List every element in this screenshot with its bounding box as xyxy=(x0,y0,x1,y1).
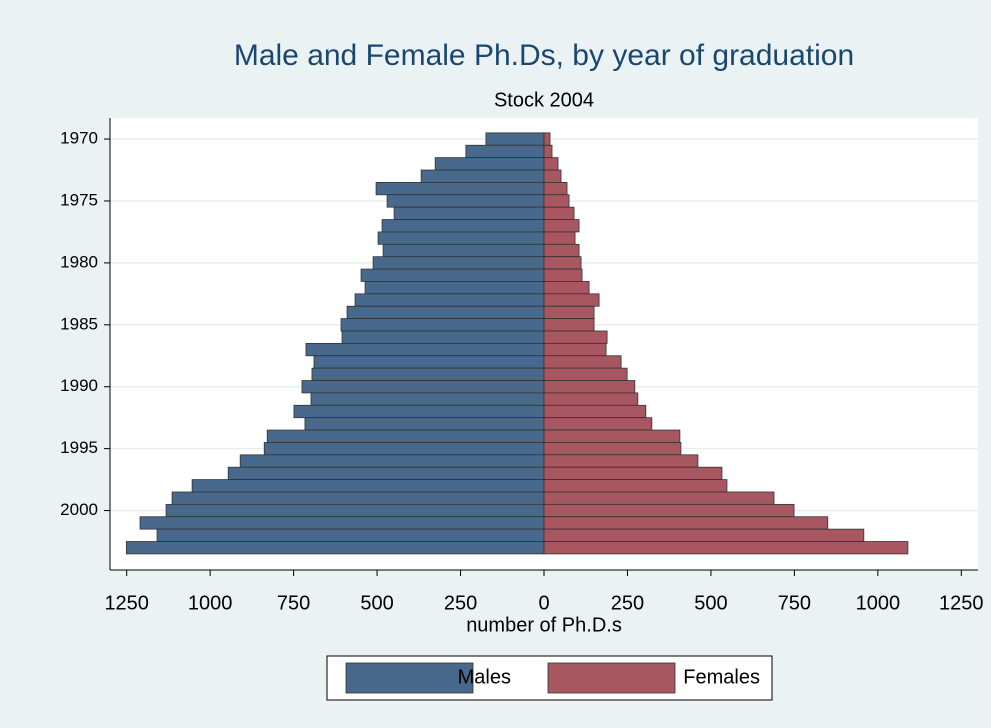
bar xyxy=(543,380,636,394)
bar xyxy=(386,194,545,208)
bar xyxy=(310,392,545,406)
x-tick-label: 250 xyxy=(611,592,644,614)
x-tick-label: 750 xyxy=(277,592,310,614)
bar xyxy=(543,194,570,208)
bar xyxy=(543,305,595,320)
bar xyxy=(340,318,545,332)
bar xyxy=(543,219,580,233)
bar xyxy=(543,516,829,530)
bar xyxy=(263,442,545,456)
bar xyxy=(375,181,545,196)
bar xyxy=(377,231,545,245)
bar xyxy=(543,417,653,431)
bar xyxy=(543,256,582,270)
bar xyxy=(305,342,545,357)
bar xyxy=(465,144,545,159)
bar xyxy=(543,206,575,220)
bar xyxy=(543,454,699,468)
chart-title: Male and Female Ph.Ds, by year of gradua… xyxy=(234,39,854,72)
bar xyxy=(311,367,545,381)
legend-label: Females xyxy=(683,666,760,688)
x-tick-label: 500 xyxy=(694,592,727,614)
legend-swatch xyxy=(547,662,676,694)
bar xyxy=(543,342,607,357)
bar xyxy=(543,169,562,183)
bar xyxy=(304,417,545,431)
bar xyxy=(293,404,545,419)
bar xyxy=(543,404,647,419)
bar xyxy=(543,293,600,307)
bar xyxy=(543,466,723,480)
x-tick-label: 1250 xyxy=(104,592,149,614)
bar xyxy=(543,491,775,505)
bar xyxy=(543,367,628,381)
x-axis-title: number of Ph.D.s xyxy=(466,614,622,636)
bar xyxy=(381,219,545,233)
bar xyxy=(139,516,545,530)
bar xyxy=(485,132,545,146)
bar xyxy=(227,466,545,480)
bar xyxy=(393,206,545,220)
bar xyxy=(543,479,728,493)
y-tick-label: 1975 xyxy=(60,190,98,209)
x-tick-label: 1000 xyxy=(188,592,233,614)
bar xyxy=(543,355,622,369)
bar xyxy=(543,429,681,443)
bar xyxy=(543,392,639,406)
bar xyxy=(543,281,590,295)
bar xyxy=(543,330,608,344)
bar xyxy=(543,268,583,282)
y-tick-label: 2000 xyxy=(60,500,98,519)
x-tick-label: 500 xyxy=(360,592,393,614)
bar xyxy=(156,528,545,542)
bar xyxy=(191,479,545,493)
legend-swatch xyxy=(345,662,474,694)
bar xyxy=(420,169,545,183)
bar xyxy=(266,429,545,443)
bar xyxy=(543,144,553,159)
x-tick-label: 750 xyxy=(778,592,811,614)
bar xyxy=(543,243,580,258)
x-tick-label: 0 xyxy=(538,592,549,614)
y-tick-label: 1970 xyxy=(60,129,98,148)
y-tick-label: 1995 xyxy=(60,438,98,457)
x-tick-label: 1250 xyxy=(939,592,984,614)
bar xyxy=(165,503,545,518)
bar xyxy=(382,243,545,258)
bar xyxy=(360,268,545,282)
x-tick-label: 250 xyxy=(444,592,477,614)
bar xyxy=(354,293,545,307)
bar xyxy=(543,181,568,196)
bar xyxy=(301,380,545,394)
legend-label: Males xyxy=(458,666,511,688)
bar xyxy=(171,491,545,505)
bar xyxy=(239,454,545,468)
bar xyxy=(434,157,545,171)
bar xyxy=(346,305,545,320)
bar xyxy=(543,132,551,146)
bar xyxy=(341,330,545,344)
bar xyxy=(543,503,795,518)
bar xyxy=(543,442,682,456)
bar xyxy=(372,256,545,270)
x-tick-label: 1000 xyxy=(856,592,901,614)
bar xyxy=(543,541,909,555)
y-tick-label: 1985 xyxy=(60,314,98,333)
bar xyxy=(313,355,545,369)
chart-subtitle: Stock 2004 xyxy=(494,89,594,111)
bar xyxy=(543,528,865,542)
bar xyxy=(543,157,559,171)
bar xyxy=(364,281,545,295)
bar xyxy=(543,318,595,332)
y-tick-label: 1980 xyxy=(60,252,98,271)
bar xyxy=(543,231,576,245)
bar xyxy=(125,541,545,555)
y-tick-label: 1990 xyxy=(60,376,98,395)
